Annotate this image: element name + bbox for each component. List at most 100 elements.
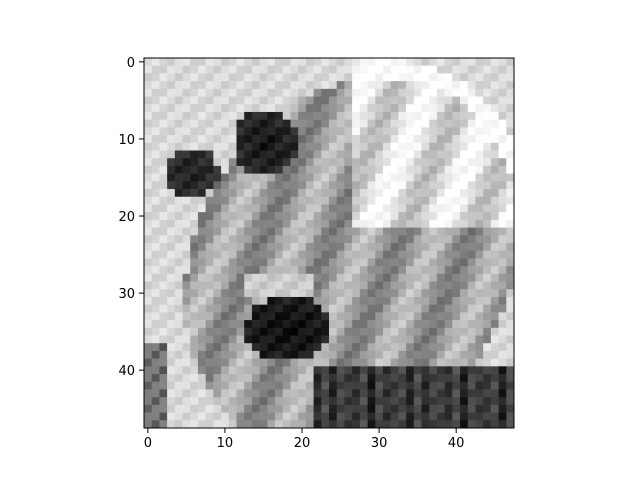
heatmap-cell: [197, 296, 206, 305]
heatmap-cell: [205, 227, 214, 236]
heatmap-cell: [244, 189, 253, 198]
heatmap-cell: [236, 150, 245, 159]
heatmap-cell: [475, 81, 484, 90]
heatmap-cell: [244, 73, 253, 82]
heatmap-cell: [313, 119, 322, 128]
heatmap-cell: [259, 397, 268, 406]
heatmap-cell: [298, 320, 307, 329]
heatmap-cell: [313, 81, 322, 90]
heatmap-cell: [352, 104, 361, 113]
heatmap-cell: [205, 304, 214, 313]
heatmap-cell: [151, 289, 160, 298]
heatmap-cell: [329, 296, 338, 305]
heatmap-cell: [359, 289, 368, 298]
heatmap-cell: [159, 96, 168, 105]
heatmap-cell: [483, 196, 492, 205]
heatmap-cell: [221, 127, 230, 136]
heatmap-cell: [174, 181, 183, 190]
heatmap-cell: [182, 350, 191, 359]
heatmap-cell: [367, 320, 376, 329]
heatmap-cell: [421, 127, 430, 136]
heatmap-cell: [429, 65, 438, 74]
heatmap-cell: [375, 104, 384, 113]
heatmap-cell: [406, 58, 415, 67]
heatmap-cell: [483, 119, 492, 128]
heatmap-cell: [197, 65, 206, 74]
heatmap-cell: [167, 389, 176, 398]
heatmap-cell: [467, 196, 476, 205]
heatmap-cell: [267, 397, 276, 406]
heatmap-cell: [390, 127, 399, 136]
heatmap-cell: [228, 250, 237, 259]
heatmap-cell: [429, 81, 438, 90]
heatmap-cell: [336, 111, 345, 120]
heatmap-cell: [344, 389, 353, 398]
heatmap-cell: [483, 412, 492, 421]
heatmap-cell: [490, 281, 499, 290]
heatmap-cell: [213, 281, 222, 290]
heatmap-cell: [213, 296, 222, 305]
heatmap-cell: [205, 374, 214, 383]
heatmap-cell: [421, 320, 430, 329]
heatmap-cell: [429, 412, 438, 421]
heatmap-cell: [498, 235, 507, 244]
heatmap-cell: [352, 88, 361, 97]
heatmap-cell: [359, 374, 368, 383]
heatmap-cell: [267, 320, 276, 329]
heatmap-cell: [498, 119, 507, 128]
heatmap-cell: [282, 212, 291, 221]
heatmap-cell: [336, 150, 345, 159]
heatmap-cell: [413, 296, 422, 305]
heatmap-cell: [467, 227, 476, 236]
heatmap-cell: [329, 304, 338, 313]
heatmap-cell: [144, 397, 153, 406]
heatmap-cell: [506, 420, 515, 429]
heatmap-cell: [429, 350, 438, 359]
heatmap-cell: [228, 312, 237, 321]
heatmap-cell: [506, 250, 515, 259]
heatmap-cell: [251, 281, 260, 290]
heatmap-cell: [506, 412, 515, 421]
heatmap-cell: [436, 219, 445, 228]
heatmap-cell: [159, 119, 168, 128]
heatmap-cell: [406, 343, 415, 352]
heatmap-cell: [144, 196, 153, 205]
heatmap-cell: [421, 111, 430, 120]
heatmap-cell: [421, 266, 430, 275]
heatmap-cell: [329, 150, 338, 159]
heatmap-cell: [406, 135, 415, 144]
heatmap-cell: [506, 173, 515, 182]
heatmap-cell: [182, 420, 191, 429]
heatmap-cell: [251, 289, 260, 298]
heatmap-cell: [236, 304, 245, 313]
heatmap-cell: [421, 304, 430, 313]
heatmap-cell: [429, 235, 438, 244]
heatmap-cell: [228, 235, 237, 244]
heatmap-cell: [228, 389, 237, 398]
heatmap-cell: [467, 266, 476, 275]
heatmap-cell: [259, 165, 268, 174]
heatmap-cell: [144, 404, 153, 413]
heatmap-cell: [221, 266, 230, 275]
heatmap-cell: [251, 142, 260, 151]
heatmap-cell: [460, 397, 469, 406]
x-tick-label: 30: [371, 436, 388, 451]
heatmap-cell: [236, 196, 245, 205]
heatmap-cell: [506, 312, 515, 321]
heatmap-cell: [213, 289, 222, 298]
heatmap-cell: [275, 343, 284, 352]
heatmap-cell: [251, 235, 260, 244]
heatmap-cell: [144, 420, 153, 429]
heatmap-cell: [460, 96, 469, 105]
heatmap-cell: [298, 173, 307, 182]
heatmap-cell: [228, 150, 237, 159]
heatmap-cell: [375, 296, 384, 305]
heatmap-cell: [444, 204, 453, 213]
heatmap-cell: [329, 81, 338, 90]
heatmap-cell: [460, 227, 469, 236]
heatmap-cell: [506, 281, 515, 290]
heatmap-cell: [344, 212, 353, 221]
heatmap-cell: [375, 374, 384, 383]
heatmap-cell: [321, 65, 330, 74]
heatmap-cell: [467, 104, 476, 113]
